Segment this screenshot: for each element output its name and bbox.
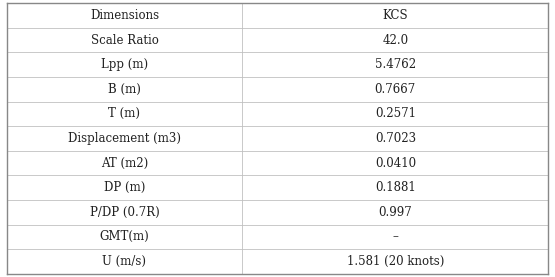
Bar (243, 151, 548, 175)
Bar (7, 77, 243, 102)
Bar (243, 249, 548, 274)
Text: 0.997: 0.997 (379, 206, 412, 219)
Text: B (m): B (m) (108, 83, 141, 96)
Text: Displacement (m3): Displacement (m3) (68, 132, 181, 145)
Bar (7, 200, 243, 225)
Bar (243, 126, 548, 151)
Bar (7, 151, 243, 175)
Text: T (m): T (m) (108, 107, 140, 120)
Text: 0.1881: 0.1881 (375, 181, 416, 194)
Text: 0.7667: 0.7667 (375, 83, 416, 96)
Bar (243, 175, 548, 200)
Bar (7, 3, 243, 28)
Text: 42.0: 42.0 (382, 34, 408, 47)
Bar (7, 175, 243, 200)
Text: Scale Ratio: Scale Ratio (90, 34, 158, 47)
Text: –: – (392, 230, 398, 243)
Bar (7, 52, 243, 77)
Bar (243, 102, 548, 126)
Text: KCS: KCS (382, 9, 408, 22)
Text: U (m/s): U (m/s) (103, 255, 147, 268)
Bar (243, 77, 548, 102)
Text: 5.4762: 5.4762 (375, 58, 416, 71)
Text: AT (m2): AT (m2) (101, 157, 148, 170)
Bar (243, 225, 548, 249)
Text: P/DP (0.7R): P/DP (0.7R) (89, 206, 159, 219)
Text: GMT(m): GMT(m) (99, 230, 149, 243)
Bar (243, 52, 548, 77)
Bar (243, 200, 548, 225)
Text: DP (m): DP (m) (104, 181, 145, 194)
Bar (7, 249, 243, 274)
Text: 1.581 (20 knots): 1.581 (20 knots) (347, 255, 444, 268)
Text: 0.0410: 0.0410 (375, 157, 416, 170)
Text: 0.2571: 0.2571 (375, 107, 416, 120)
Bar (243, 28, 548, 52)
Bar (7, 28, 243, 52)
Bar (7, 102, 243, 126)
Bar (7, 225, 243, 249)
Text: 0.7023: 0.7023 (375, 132, 416, 145)
Bar (243, 3, 548, 28)
Text: Dimensions: Dimensions (90, 9, 159, 22)
Text: Lpp (m): Lpp (m) (101, 58, 148, 71)
Bar (7, 126, 243, 151)
